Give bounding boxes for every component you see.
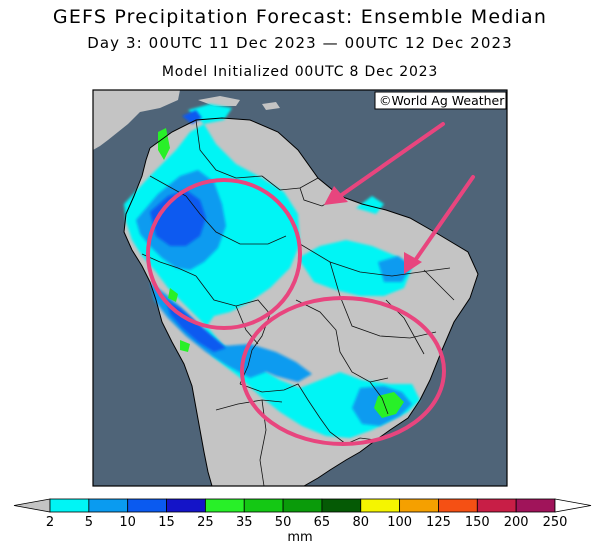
colorbar: 2 5 10 15 25 35 50 65 80 100 125 150 200 250 [13,498,592,530]
caribbean-islands [198,96,280,110]
coastline [149,117,479,486]
colorbar-tick-label: 50 [275,515,292,530]
colorbar-tick-label: 65 [314,515,331,530]
colorbar-tick-label: 100 [387,515,412,530]
colorbar-swatch [321,498,362,513]
map-frame [92,89,508,487]
arrow-head-1 [324,186,348,205]
highlight-ellipse-central [240,296,446,446]
colorbar-swatch [204,498,245,513]
colorbar-tick-label: 2 [46,515,54,530]
forecast-period: Day 3: 00UTC 11 Dec 2023 — 00UTC 12 Dec … [87,34,513,52]
colorbar-tick-label: 10 [119,515,136,530]
west-coastline [123,147,213,486]
arrow-head-2 [404,252,422,274]
colorbar-unit: mm [287,530,312,545]
colorbar-tick-label: 250 [543,515,568,530]
colorbar-tick-label: 35 [236,515,253,530]
country-borders [141,119,455,486]
colorbar-swatch [515,498,556,513]
highlight-annotations [146,178,446,446]
colorbar-swatch [243,498,284,513]
colorbar-tick-label: 200 [504,515,529,530]
colorbar-swatch [166,498,206,513]
colorbar-tick-label: 5 [85,515,93,530]
credit-box: ©World Ag Weather [374,91,507,110]
colorbar-swatch [476,498,517,513]
colorbar-high-arrow [554,498,592,513]
colorbar-swatch [282,498,323,513]
map-title: GEFS Precipitation Forecast: Ensemble Me… [52,6,548,28]
model-initialized: Model Initialized 00UTC 8 Dec 2023 [161,64,439,80]
colorbar-swatch [399,498,439,513]
colorbar-swatch [438,498,478,513]
highlight-ellipse-northwest [146,178,302,330]
colorbar-swatch [49,498,90,513]
colorbar-swatch [88,498,129,513]
colorbar-swatch [360,498,401,513]
precip-15-25mm [158,128,404,418]
colorbar-swatch [127,498,167,513]
highlight-arrows [324,122,475,274]
credit-text: ©World Ag Weather [379,93,505,108]
central-america-land [93,90,180,150]
colorbar-tick-label: 15 [158,515,175,530]
colorbar-tick-label: 80 [352,515,369,530]
colorbar-tick-label: 25 [197,515,214,530]
colorbar-tick-label: 125 [426,515,451,530]
colorbar-tick-label: 150 [465,515,490,530]
colorbar-low-arrow [13,498,51,513]
